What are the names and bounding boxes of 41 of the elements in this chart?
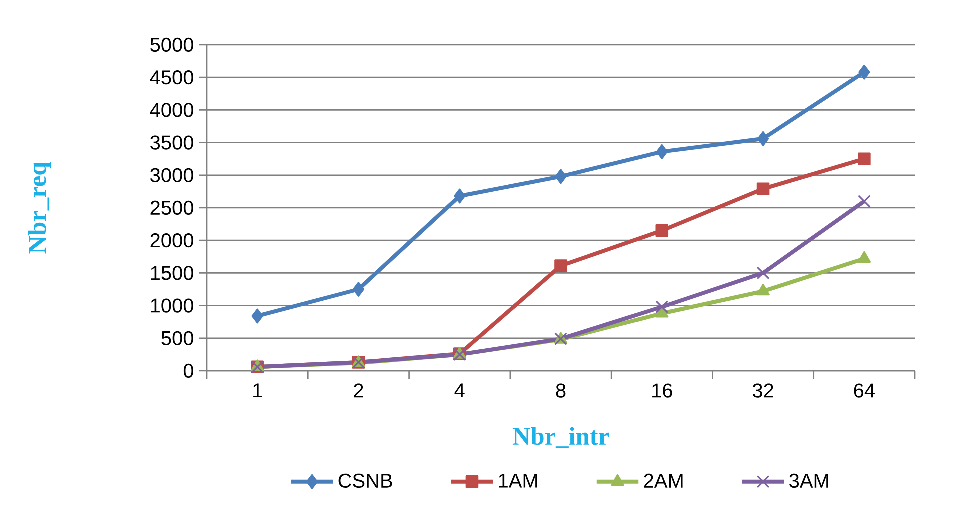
x-tick-label: 8	[556, 384, 566, 398]
y-tick-label: 3000	[150, 168, 194, 182]
y-tick-label: 1000	[151, 298, 194, 313]
y-tick-label: 4500	[150, 70, 194, 85]
legend-label: 3AM	[790, 474, 828, 488]
point	[554, 260, 568, 272]
x-tick-label: 32	[752, 384, 774, 398]
y-tick-label: 500	[162, 331, 194, 346]
y-axis-title: Nbr_req	[28, 162, 52, 254]
point	[858, 251, 871, 263]
y-tick-label: 2500	[150, 200, 194, 216]
y-tick-label: 5000	[150, 38, 194, 52]
point	[757, 131, 770, 146]
x-tick-label: 64	[854, 384, 875, 398]
x-axis-title: Nbr_intr	[512, 427, 609, 448]
point	[656, 306, 669, 318]
y-tick-label: 1500	[151, 266, 194, 280]
legend-label: 1AM	[499, 474, 538, 488]
point	[656, 300, 669, 314]
point	[555, 169, 567, 184]
x-tick-label: 16	[652, 384, 672, 398]
point	[756, 182, 770, 196]
legend-label: CSNB	[338, 474, 392, 488]
x-tick-label: 4	[454, 384, 465, 398]
y-tick-label: 4000	[150, 103, 194, 118]
legend-label: 2AM	[644, 474, 683, 488]
y-tick-label: 2000	[150, 234, 194, 248]
point	[252, 308, 264, 324]
point	[858, 152, 871, 166]
point	[656, 224, 669, 238]
x-tick-label: 1	[254, 384, 262, 398]
point	[352, 282, 365, 297]
point	[756, 266, 770, 280]
y-tick-label: 0	[184, 364, 194, 378]
point	[756, 284, 770, 296]
point	[656, 144, 668, 160]
point	[858, 64, 870, 80]
y-tick-label: 3500	[150, 136, 194, 150]
point	[454, 188, 466, 204]
point	[858, 195, 871, 208]
x-tick-label: 2	[354, 384, 364, 398]
